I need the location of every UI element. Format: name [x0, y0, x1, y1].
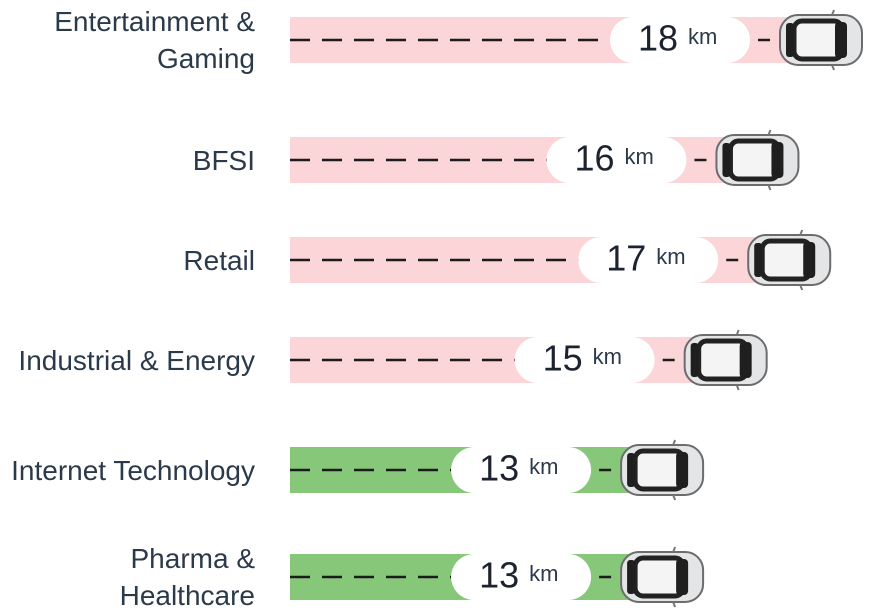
car-window-rear — [627, 560, 635, 594]
category-label: BFSI — [5, 142, 255, 179]
car-window-front — [676, 452, 688, 488]
value-label: 15 — [543, 338, 583, 379]
car-window-front — [676, 559, 688, 595]
car-icon — [621, 440, 703, 500]
car-window-front — [803, 242, 815, 278]
category-label: Pharma & Healthcare — [5, 540, 255, 614]
unit-label: km — [688, 24, 717, 49]
car-window-front — [771, 142, 783, 178]
value-label: 13 — [479, 555, 519, 596]
car-window-rear — [722, 143, 730, 177]
unit-label: km — [593, 344, 622, 369]
unit-label: km — [529, 454, 558, 479]
value-label: 18 — [638, 18, 678, 59]
category-label: Entertainment & Gaming — [5, 3, 255, 77]
value-pill — [578, 237, 718, 283]
car-icon — [716, 130, 798, 190]
car-roof — [762, 241, 810, 279]
chart: 18 km 16 km 17 km 15 km 13 km 13 km Entertainment &… — [0, 0, 889, 608]
value-pill — [515, 337, 655, 383]
chart-canvas: 18 km 16 km 17 km 15 km 13 km 13 km — [0, 0, 889, 608]
unit-label: km — [656, 244, 685, 269]
car-roof — [635, 558, 683, 596]
value-pill — [451, 554, 591, 600]
car-icon — [685, 330, 767, 390]
car-roof — [794, 21, 842, 59]
value-label: 13 — [479, 448, 519, 489]
car-window-front — [835, 22, 847, 58]
car-icon — [621, 547, 703, 607]
value-label: 16 — [574, 138, 614, 179]
category-label: Retail — [5, 242, 255, 279]
unit-label: km — [529, 561, 558, 586]
unit-label: km — [624, 144, 653, 169]
car-roof — [699, 341, 747, 379]
car-window-rear — [754, 243, 762, 277]
category-label: Industrial & Energy — [5, 342, 255, 379]
value-pill — [451, 447, 591, 493]
car-roof — [730, 141, 778, 179]
car-icon — [748, 230, 830, 290]
car-window-front — [740, 342, 752, 378]
value-pill — [610, 17, 750, 63]
car-window-rear — [627, 453, 635, 487]
car-icon — [780, 10, 862, 70]
value-pill — [546, 137, 686, 183]
car-roof — [635, 451, 683, 489]
car-window-rear — [691, 343, 699, 377]
car-window-rear — [786, 23, 794, 57]
value-label: 17 — [606, 238, 646, 279]
category-label: Internet Technology — [5, 452, 255, 489]
